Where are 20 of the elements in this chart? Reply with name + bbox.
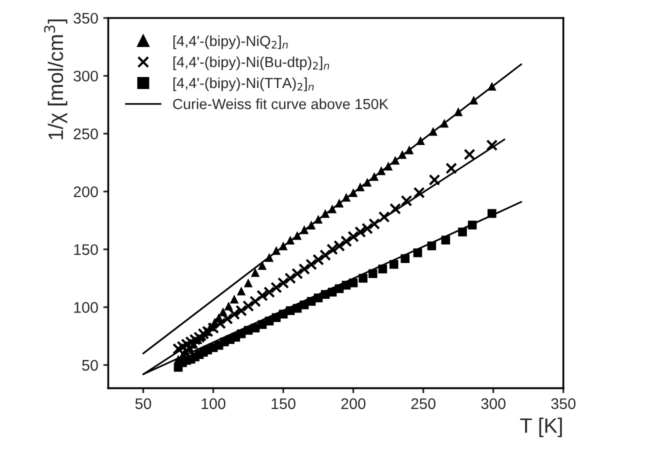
x-tick-label: 350 — [551, 398, 576, 410]
x-tick-label: 250 — [411, 398, 436, 410]
x-axis-title: T [K] — [520, 418, 562, 438]
y-tick-label: 350 — [74, 12, 98, 24]
x-tick-label: 50 — [135, 398, 152, 410]
x-tick-label: 150 — [272, 398, 296, 410]
legend-label: Curie-Weiss fit curve above 150K — [173, 98, 388, 110]
x-tick-label: 100 — [202, 398, 226, 410]
x-tick-label: 300 — [481, 398, 506, 410]
y-tick-label: 300 — [74, 70, 98, 82]
legend-label: [4,4'-(bipy)-Ni(TTA)$_{2}$]$_{n}$ — [173, 77, 314, 92]
legend-label: [4,4'-(bipy)-Ni(Bu-dtp)$_{2}$]$_{n}$ — [173, 56, 330, 70]
x-tick-label: 200 — [341, 398, 366, 410]
y-tick-label: 150 — [74, 244, 98, 256]
y-tick-label: 50 — [82, 360, 98, 371]
y-tick-label: 200 — [74, 186, 98, 198]
y-axis-title: 1/χ [mol/cm$^{3}$] — [44, 20, 68, 140]
legend-label: [4,4'-(bipy)-NiQ$_{2}$]$_{n}$ — [173, 35, 288, 50]
y-tick-label: 100 — [74, 302, 98, 313]
y-tick-label: 250 — [74, 128, 98, 140]
